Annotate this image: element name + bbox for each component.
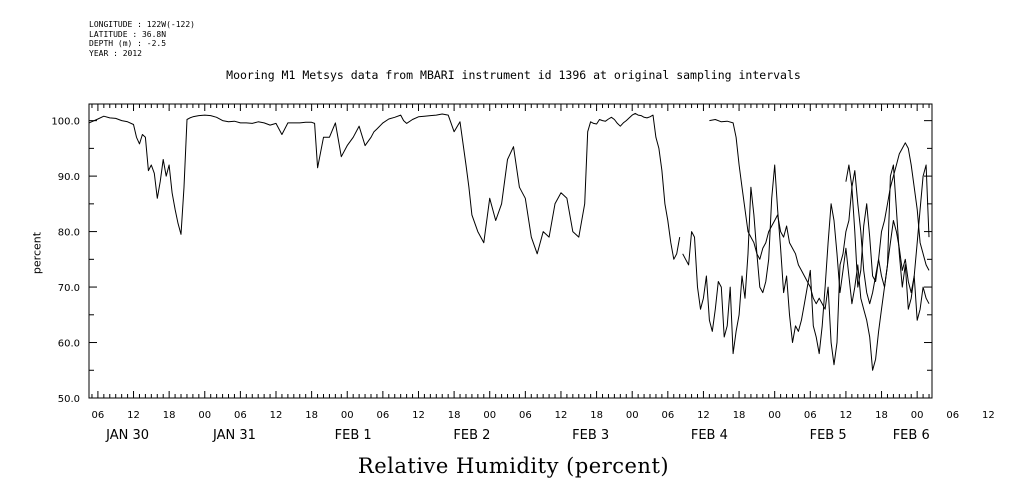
x-tick-label: 00 bbox=[483, 410, 496, 421]
series-lines bbox=[88, 112, 930, 371]
date-label: FEB 4 bbox=[691, 428, 728, 443]
x-tick-label: 00 bbox=[626, 410, 639, 421]
x-tick-label: 18 bbox=[163, 410, 176, 421]
x-tick-label: 18 bbox=[875, 410, 888, 421]
x-tick-label: 06 bbox=[804, 410, 817, 421]
humidity-line bbox=[682, 164, 930, 371]
x-tick-label: 00 bbox=[198, 410, 211, 421]
x-tick-label: 06 bbox=[376, 410, 389, 421]
date-label: JAN 31 bbox=[212, 428, 256, 443]
x-tick-label: 06 bbox=[661, 410, 674, 421]
y-tick-label: 80.0 bbox=[58, 228, 80, 239]
y-tick-label: 50.0 bbox=[58, 394, 80, 405]
meta-longitude: LONGITUDE : 122W(-122) bbox=[89, 20, 195, 29]
meta-latitude: LATITUDE : 36.8N bbox=[89, 29, 167, 39]
date-label: FEB 3 bbox=[572, 428, 609, 443]
date-label: FEB 1 bbox=[335, 428, 372, 443]
humidity-line bbox=[845, 164, 930, 321]
x-tick-label: 12 bbox=[982, 410, 995, 421]
x-tick-label: 12 bbox=[697, 410, 710, 421]
x-tick-labels: 06 12 18 00 06 12 18 00 06 12 18 00 06 12 18 00 06 12 18 00… bbox=[92, 410, 995, 421]
date-label: FEB 2 bbox=[453, 428, 490, 443]
x-tick-label: 00 bbox=[768, 410, 781, 421]
date-labels: JAN 30 JAN 31 FEB 1 FEB 2 FEB 3 FEB 4 FEB 5 FEB… bbox=[105, 428, 930, 443]
y-tick-label: 60.0 bbox=[58, 339, 80, 350]
x-tick-label: 18 bbox=[590, 410, 603, 421]
meta-year: YEAR : 2012 bbox=[89, 48, 142, 58]
x-tick-label: 18 bbox=[305, 410, 318, 421]
date-label: FEB 5 bbox=[810, 428, 847, 443]
y-tick-label: 70.0 bbox=[58, 283, 80, 294]
meta-depth: DEPTH (m) : -2.5 bbox=[89, 39, 167, 48]
x-tick-label: 18 bbox=[448, 410, 461, 421]
y-tick-labels: 50.0 60.0 70.0 80.0 90.0 100.0 bbox=[51, 117, 80, 405]
humidity-line bbox=[709, 119, 930, 366]
x-tick-label: 12 bbox=[412, 410, 425, 421]
date-label: FEB 6 bbox=[893, 428, 930, 443]
date-label: JAN 30 bbox=[105, 428, 149, 443]
y-tick-label: 90.0 bbox=[58, 172, 80, 183]
x-tick-label: 12 bbox=[840, 410, 853, 421]
metadata-block: LONGITUDE : 122W(-122) LATITUDE : 36.8N … bbox=[89, 20, 195, 58]
x-tick-label: 12 bbox=[555, 410, 568, 421]
x-tick-label: 06 bbox=[234, 410, 247, 421]
x-tick-label: 00 bbox=[911, 410, 924, 421]
chart-title: Mooring M1 Metsys data from MBARI instru… bbox=[226, 68, 801, 82]
x-tick-label: 06 bbox=[92, 410, 105, 421]
humidity-line bbox=[88, 112, 681, 260]
y-tick-label: 100.0 bbox=[51, 117, 80, 128]
x-axis-label: Relative Humidity (percent) bbox=[357, 454, 670, 478]
x-tick-label: 06 bbox=[519, 410, 532, 421]
x-tick-label: 18 bbox=[733, 410, 746, 421]
x-tick-label: 00 bbox=[341, 410, 354, 421]
axis-ticks bbox=[89, 104, 932, 399]
x-tick-label: 06 bbox=[946, 410, 959, 421]
x-tick-label: 12 bbox=[127, 410, 140, 421]
plot-frame bbox=[88, 103, 933, 399]
x-tick-label: 12 bbox=[270, 410, 283, 421]
